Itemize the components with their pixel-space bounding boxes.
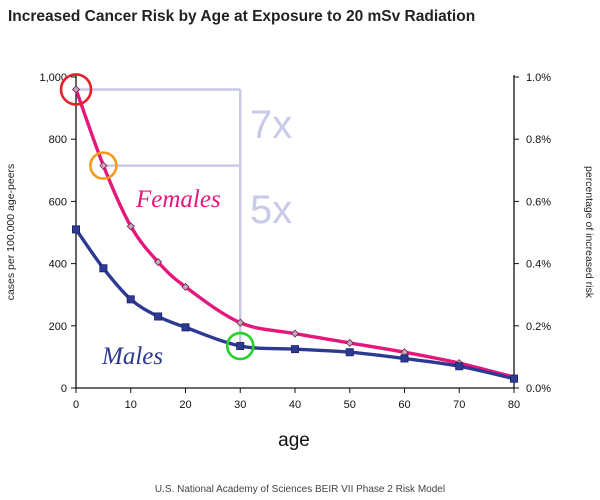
data-point-females — [99, 161, 108, 170]
x-tick-label: 70 — [453, 399, 465, 411]
x-tick-label: 30 — [234, 399, 246, 411]
y-axis-label-right: percentage of increased risk — [583, 166, 595, 299]
data-point-males — [236, 342, 245, 351]
y-tick-label-left: 1,000 — [39, 72, 67, 84]
data-point-females — [154, 257, 163, 267]
y-ticks-left: 0 200 400 600 800 1,000 — [39, 72, 76, 395]
chart-title: Increased Cancer Risk by Age at Exposure… — [8, 8, 475, 25]
highlight-circle — [89, 151, 118, 180]
series-group — [71, 85, 519, 383]
y-ticks-right: 0.0% 0.2% 0.4% 0.6% 0.8% 1.0% — [514, 72, 551, 395]
annotation-5x: 5x — [250, 188, 292, 232]
y-tick-label-right: 1.0% — [526, 72, 551, 84]
highlight-circle — [225, 331, 255, 361]
data-point-males — [99, 264, 108, 273]
y-axis-label-left: cases per 100,000 age-peers — [5, 164, 17, 301]
data-point-females — [126, 222, 135, 231]
x-axis-label: age — [278, 430, 310, 451]
data-point-males — [72, 225, 81, 234]
highlight-circle — [59, 73, 93, 106]
data-point-males — [126, 295, 135, 304]
data-point-males — [509, 374, 518, 383]
annotation-7x: 7x — [250, 103, 292, 147]
y-tick-label-right: 0.0% — [526, 383, 551, 395]
series-line-females — [74, 87, 516, 379]
y-tick-label-left: 800 — [49, 134, 67, 146]
data-point-males — [455, 362, 464, 371]
x-ticks: 0 10 20 30 40 50 60 70 80 — [73, 388, 520, 411]
data-point-females — [345, 338, 354, 347]
y-tick-label-right: 0.2% — [526, 321, 551, 333]
x-tick-label: 10 — [125, 399, 137, 411]
highlight-circles — [59, 73, 255, 361]
data-point-males — [290, 345, 299, 354]
y-tick-label-right: 0.6% — [526, 196, 551, 208]
series-label-females: Females — [135, 186, 221, 213]
data-point-females — [290, 329, 300, 338]
source-note: U.S. National Academy of Sciences BEIR V… — [155, 484, 445, 495]
data-point-females — [71, 85, 81, 94]
data-point-males — [154, 312, 163, 321]
data-point-females — [236, 318, 245, 327]
y-tick-label-left: 0 — [61, 383, 67, 395]
series-label-males: Males — [101, 343, 163, 370]
x-tick-label: 50 — [344, 399, 356, 411]
y-tick-label-left: 600 — [49, 196, 67, 208]
y-tick-label-right: 0.8% — [526, 134, 551, 146]
data-point-males — [345, 348, 354, 357]
x-tick-label: 80 — [508, 399, 520, 411]
data-point-males — [181, 323, 190, 332]
y-tick-label-left: 400 — [49, 259, 67, 271]
x-tick-label: 0 — [73, 399, 79, 411]
data-point-males — [400, 354, 409, 363]
y-tick-label-right: 0.4% — [526, 259, 551, 271]
data-point-females — [181, 282, 190, 291]
x-tick-label: 40 — [289, 399, 301, 411]
x-tick-label: 20 — [179, 399, 191, 411]
y-tick-label-left: 200 — [49, 321, 67, 333]
reference-lines — [76, 88, 242, 347]
x-tick-label: 60 — [398, 399, 410, 411]
